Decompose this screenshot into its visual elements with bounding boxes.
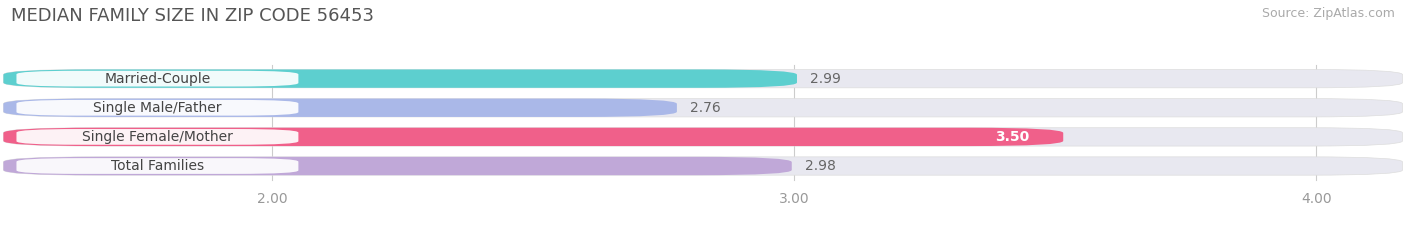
FancyBboxPatch shape (3, 99, 1403, 117)
FancyBboxPatch shape (3, 128, 1403, 146)
FancyBboxPatch shape (17, 100, 298, 116)
FancyBboxPatch shape (3, 157, 792, 175)
FancyBboxPatch shape (3, 128, 1063, 146)
Text: Source: ZipAtlas.com: Source: ZipAtlas.com (1261, 7, 1395, 20)
FancyBboxPatch shape (3, 99, 676, 117)
FancyBboxPatch shape (17, 71, 298, 86)
FancyBboxPatch shape (3, 69, 797, 88)
Text: Total Families: Total Families (111, 159, 204, 173)
Text: Married-Couple: Married-Couple (104, 72, 211, 86)
Text: 2.98: 2.98 (804, 159, 835, 173)
Text: Single Female/Mother: Single Female/Mother (82, 130, 233, 144)
Text: 2.76: 2.76 (690, 101, 721, 115)
FancyBboxPatch shape (3, 157, 1403, 175)
Text: 2.99: 2.99 (810, 72, 841, 86)
FancyBboxPatch shape (17, 129, 298, 145)
Text: MEDIAN FAMILY SIZE IN ZIP CODE 56453: MEDIAN FAMILY SIZE IN ZIP CODE 56453 (11, 7, 374, 25)
FancyBboxPatch shape (3, 69, 1403, 88)
Text: Single Male/Father: Single Male/Father (93, 101, 222, 115)
FancyBboxPatch shape (17, 158, 298, 174)
Text: 3.50: 3.50 (995, 130, 1029, 144)
